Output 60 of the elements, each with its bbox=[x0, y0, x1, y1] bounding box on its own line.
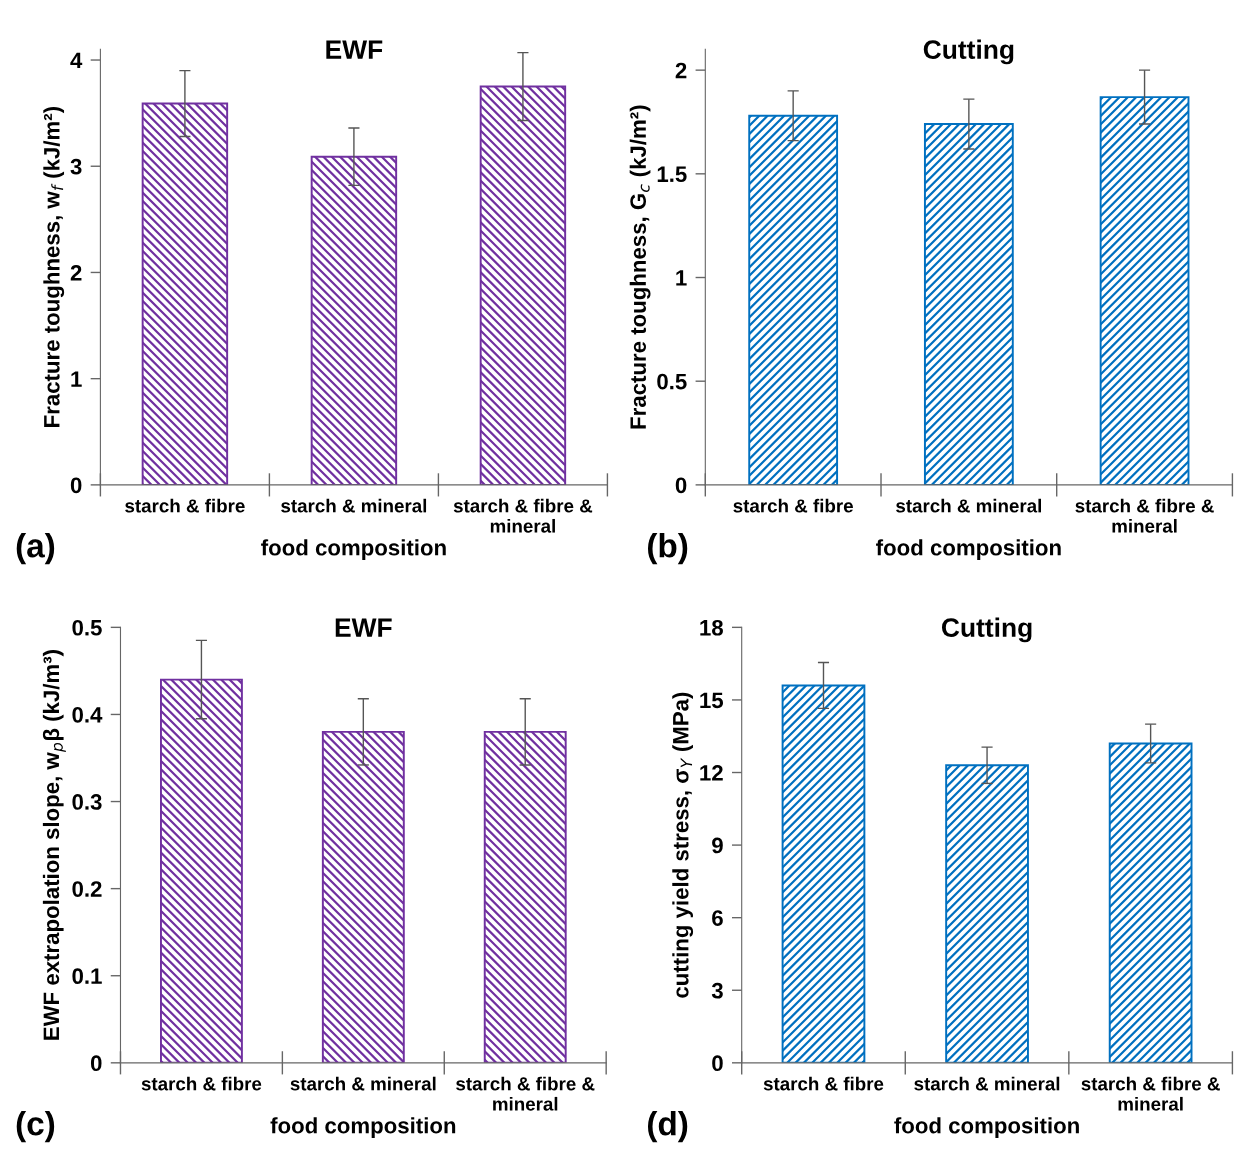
y-tick-label: 0 bbox=[70, 477, 82, 494]
y-tick-label: 0 bbox=[712, 1055, 723, 1072]
text: (c) bbox=[16, 1111, 55, 1143]
x-tick-label: starch & mineral bbox=[914, 1076, 1060, 1091]
x-tick-label: starch & mineral bbox=[281, 498, 427, 513]
chart-title: EWF bbox=[335, 618, 392, 637]
y-tick-label: 9 bbox=[712, 837, 723, 854]
x-axis-title: food composition bbox=[894, 1117, 1079, 1138]
y-tick-label: 0.3 bbox=[72, 794, 102, 810]
x-tick-label: starch & fibre & mineral bbox=[456, 1076, 595, 1111]
y-tick-label: 3 bbox=[711, 982, 723, 999]
y-tick-label: 2 bbox=[675, 62, 687, 79]
y-tick-label: 1.5 bbox=[657, 166, 687, 183]
bar bbox=[923, 123, 1014, 485]
bar bbox=[748, 114, 839, 485]
y-tick-label: 0.1 bbox=[72, 968, 102, 984]
bar bbox=[479, 85, 567, 485]
chart-title: Cutting bbox=[923, 39, 1014, 65]
y-tick-label: 0.5 bbox=[72, 619, 102, 636]
text: (a) bbox=[16, 533, 55, 565]
x-tick-label: starch & fibre & mineral bbox=[1075, 498, 1214, 533]
chart-title: EWF bbox=[326, 40, 383, 59]
y-tick-label: 1 bbox=[676, 270, 687, 286]
x-axis-title: food composition bbox=[261, 539, 446, 560]
y-tick-label: 1 bbox=[71, 371, 82, 387]
y-axis-title: Fracture toughness, w$_{f}$ (kJ/m²) bbox=[43, 107, 65, 427]
x-tick-label: starch & fibre & mineral bbox=[1081, 1076, 1220, 1111]
x-tick-label: starch & fibre bbox=[125, 498, 245, 513]
x-tick-label: starch & fibre bbox=[763, 1076, 884, 1091]
y-tick-label: 3 bbox=[70, 158, 82, 175]
chart-title: Cutting bbox=[941, 617, 1032, 643]
y-axis-title: Fracture toughness, G$_{c}$ (kJ/m²) bbox=[629, 105, 651, 429]
bar bbox=[310, 155, 398, 485]
x-tick-label: starch & mineral bbox=[290, 1076, 436, 1091]
x-tick-label: starch & fibre bbox=[141, 1076, 262, 1091]
y-axis-title: EWF extrapolation slope, w$_{p}$β (kJ/m³) bbox=[42, 650, 66, 1040]
y-tick-label: 18 bbox=[700, 619, 723, 636]
bar bbox=[1099, 96, 1190, 485]
y-tick-label: 12 bbox=[700, 765, 723, 781]
y-tick-label: 6 bbox=[712, 910, 723, 926]
x-axis-title: food composition bbox=[270, 1117, 456, 1138]
y-tick-label: 4 bbox=[70, 52, 83, 69]
bar bbox=[141, 102, 229, 485]
y-tick-label: 2 bbox=[70, 264, 82, 281]
x-tick-label: starch & fibre bbox=[733, 498, 853, 513]
y-tick-label: 0 bbox=[675, 477, 687, 494]
text: (b) bbox=[647, 533, 688, 565]
x-tick-label: starch & mineral bbox=[896, 498, 1041, 513]
y-tick-label: 0 bbox=[90, 1055, 102, 1072]
y-tick-label: 15 bbox=[700, 692, 724, 709]
bar bbox=[781, 684, 866, 1063]
bar bbox=[1108, 742, 1193, 1063]
x-axis-title: food composition bbox=[876, 539, 1061, 560]
y-tick-label: 0.2 bbox=[72, 881, 102, 897]
y-tick-label: 0.4 bbox=[72, 706, 103, 723]
y-tick-label: 0.5 bbox=[657, 373, 687, 390]
x-tick-label: starch & fibre & mineral bbox=[453, 498, 593, 533]
y-axis-title: cutting yield stress, σ$_{Y}$ (MPa) bbox=[672, 692, 694, 998]
text: (d) bbox=[647, 1111, 688, 1143]
bar bbox=[945, 764, 1029, 1063]
